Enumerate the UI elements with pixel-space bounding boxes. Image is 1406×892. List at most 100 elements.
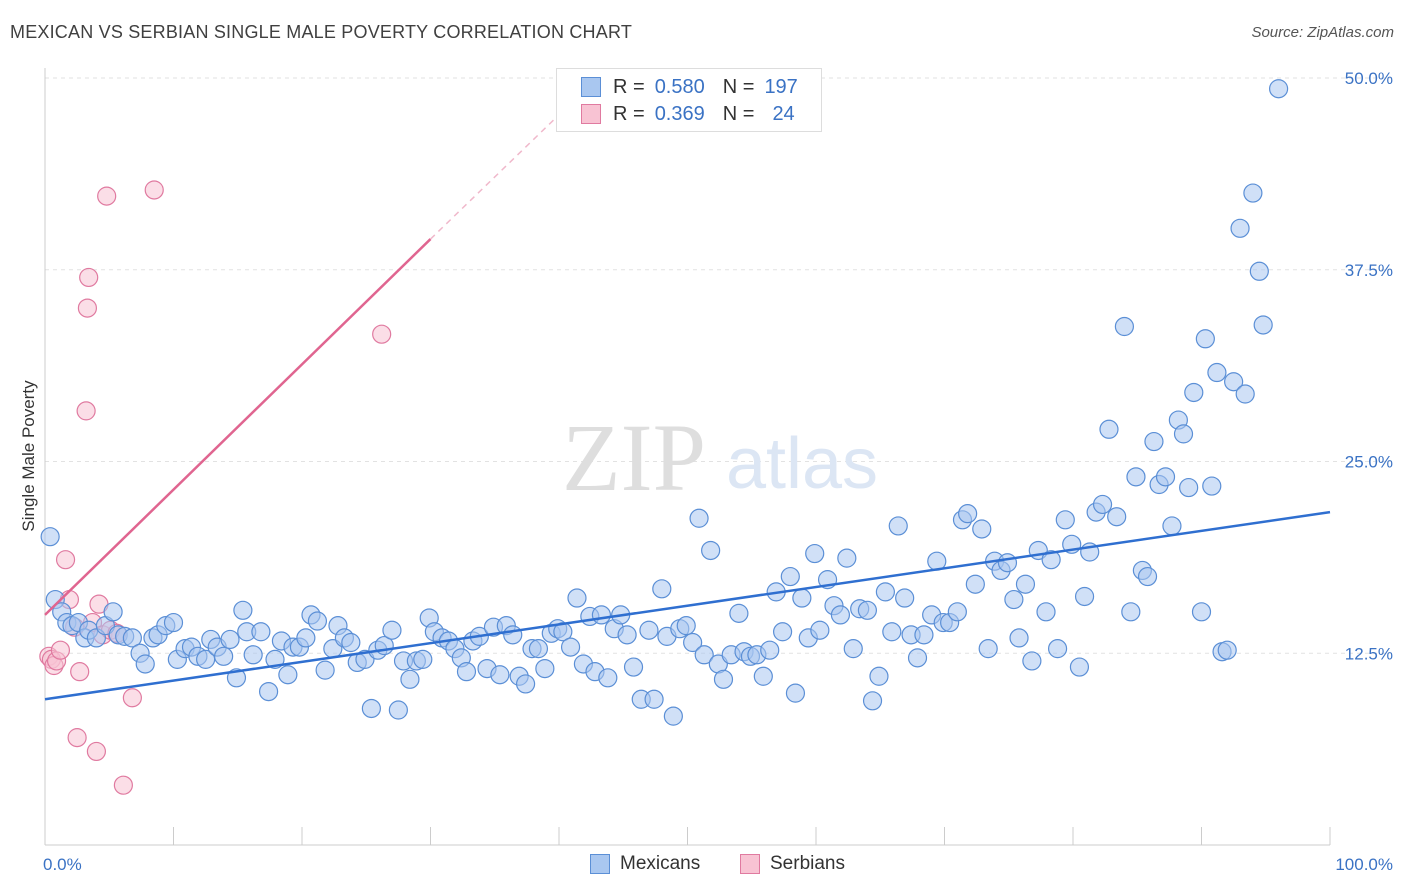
data-point-mexicans [1191, 602, 1212, 622]
trend-lines [44, 114, 1331, 701]
data-point-mexicans [805, 543, 825, 564]
data-point-mexicans [947, 602, 967, 622]
data-point-mexicans [882, 622, 902, 642]
data-point-mexicans [1162, 516, 1182, 536]
legend-r-label: R = [613, 102, 645, 125]
data-point-mexicans [907, 648, 928, 668]
data-point-mexicans [1235, 384, 1255, 404]
data-point-serbians [86, 741, 107, 762]
data-point-serbians [122, 688, 142, 708]
data-point-mexicans [503, 625, 523, 645]
chart-title: MEXICAN VS SERBIAN SINGLE MALE POVERTY C… [10, 22, 633, 42]
data-point-mexicans [315, 660, 335, 680]
grid-lines [45, 77, 1392, 654]
legend-r-value: 0.580 [654, 75, 705, 98]
data-point-mexicans [701, 540, 721, 561]
data-point-mexicans [639, 620, 659, 640]
data-point-serbians [97, 186, 117, 206]
y-tick-label: 12.5% [1345, 644, 1393, 663]
data-point-mexicans [683, 632, 703, 653]
data-point-serbians [372, 324, 392, 344]
data-point-mexicans [652, 579, 672, 599]
data-point-mexicans [490, 665, 510, 685]
data-point-mexicans [122, 628, 142, 648]
data-point-mexicans [220, 629, 240, 650]
x-tick-label-max: 100.0% [1335, 855, 1393, 874]
data-point-mexicans [598, 668, 618, 688]
y-tick-label: 37.5% [1345, 261, 1393, 280]
data-point-serbians [70, 662, 90, 682]
data-point-mexicans [1004, 589, 1024, 610]
trend-line-mexicans [44, 510, 1331, 701]
data-point-mexicans [1036, 602, 1056, 622]
data-point-mexicans [617, 625, 637, 645]
data-point-mexicans [1069, 657, 1090, 677]
legend-swatch-serbians [581, 104, 601, 124]
legend-row-serbians: R = 0.369 N = 24 [581, 101, 795, 127]
data-point-mexicans [676, 616, 696, 636]
data-point-mexicans [785, 683, 806, 703]
data-point-mexicans [888, 516, 908, 536]
data-point-mexicans [857, 600, 878, 620]
x-tick-label-min: 0.0% [43, 855, 82, 874]
data-point-mexicans [895, 588, 915, 608]
watermark: ZIP atlas [562, 404, 878, 511]
data-point-mexicans [914, 625, 934, 645]
data-point-mexicans [1041, 550, 1061, 570]
data-point-mexicans [413, 649, 433, 669]
data-point-mexicans [1179, 477, 1199, 498]
data-point-serbians [76, 401, 96, 421]
legend-row-mexicans: R = 0.580 N = 197 [581, 74, 798, 100]
data-point-mexicans [1173, 424, 1194, 444]
data-point-mexicans [1195, 329, 1215, 349]
bottom-legend-label-serbians: Serbians [770, 853, 845, 874]
data-point-mexicans [1022, 651, 1042, 671]
data-point-mexicans [388, 700, 408, 720]
data-point-mexicans [689, 508, 709, 528]
legend-n-label: N = [722, 75, 755, 98]
data-point-mexicans [341, 632, 361, 653]
data-point-mexicans [972, 519, 992, 539]
data-point-mexicans [837, 548, 857, 568]
data-point-mexicans [810, 620, 830, 640]
trend-line-serbians [44, 238, 432, 616]
data-point-mexicans [1224, 372, 1244, 392]
data-point-mexicans [251, 622, 271, 642]
legend-n-label: N = [722, 102, 755, 125]
source-label: Source: ZipAtlas.com [1251, 24, 1394, 41]
data-point-mexicans [1092, 494, 1113, 515]
data-point-mexicans [1015, 574, 1036, 594]
data-point-mexicans [1137, 566, 1158, 587]
data-point-mexicans [258, 681, 279, 702]
data-point-mexicans [296, 628, 316, 648]
y-axis-label: Single Male Poverty [19, 380, 38, 532]
data-point-mexicans [567, 588, 587, 608]
data-point-mexicans [1099, 419, 1119, 439]
data-point-mexicans [792, 588, 812, 608]
data-point-mexicans [535, 658, 555, 679]
data-point-mexicans [997, 553, 1018, 573]
data-point-mexicans [1155, 467, 1176, 487]
watermark-zip: ZIP [562, 404, 706, 511]
data-point-serbians [79, 267, 99, 288]
bottom-legend-swatch-serbians [740, 854, 760, 874]
data-point-mexicans [875, 582, 895, 602]
data-point-mexicans [1207, 362, 1227, 383]
bottom-legend-mexicans: Mexicans [590, 852, 700, 876]
watermark-atlas: atlas [726, 424, 878, 504]
data-point-mexicans [1114, 316, 1135, 337]
legend-swatch-mexicans [581, 77, 601, 97]
data-point-mexicans [843, 639, 863, 659]
data-point-mexicans [307, 611, 328, 631]
data-point-mexicans [382, 620, 402, 640]
data-point-mexicans [772, 622, 793, 642]
data-point-mexicans [591, 605, 612, 625]
data-point-mexicans [214, 646, 234, 666]
data-point-mexicans [278, 665, 298, 685]
data-point-mexicans [694, 645, 714, 665]
legend-r-label: R = [613, 75, 645, 98]
data-point-mexicans [1217, 640, 1237, 660]
data-point-mexicans [869, 666, 889, 686]
data-point-mexicans [713, 669, 734, 689]
